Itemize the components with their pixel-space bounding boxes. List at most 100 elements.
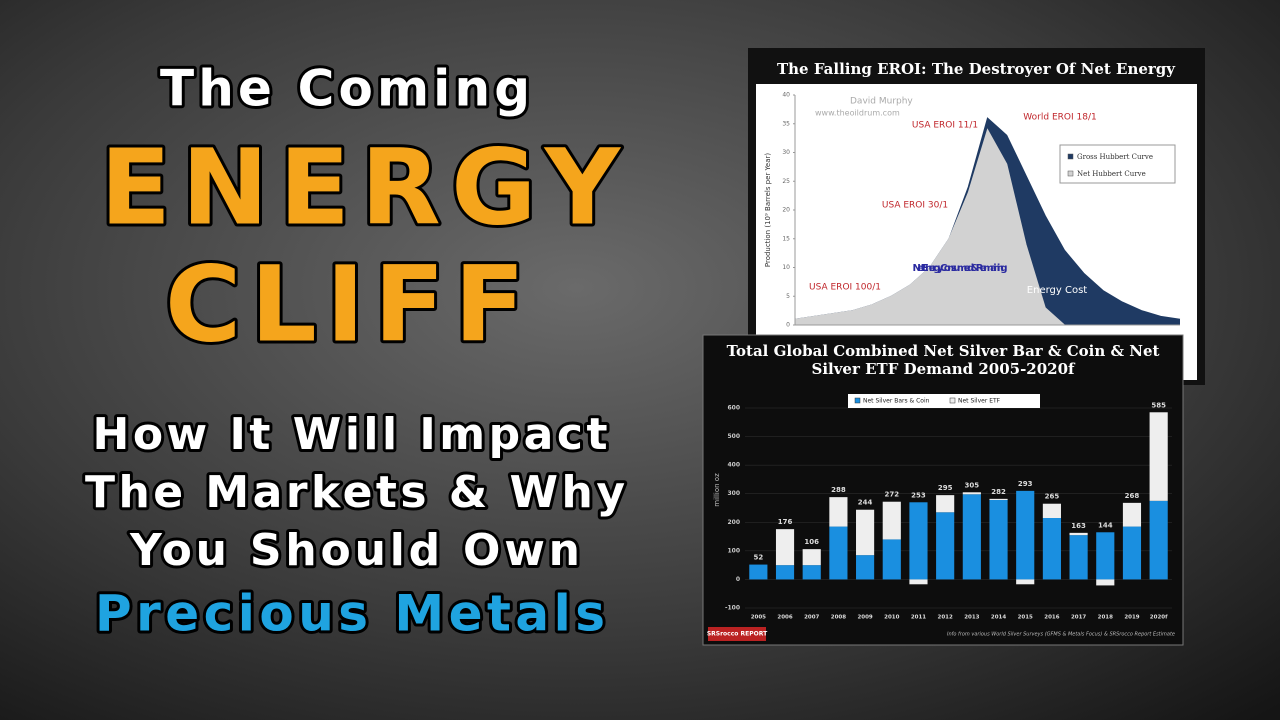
bar: [1042, 503, 1061, 518]
legend-box: [1059, 144, 1176, 184]
bar: [962, 494, 981, 580]
y-tick-label: 10: [782, 264, 790, 271]
y-tick-label: 0: [786, 322, 790, 329]
y-tick-label: 40: [782, 92, 790, 99]
data-label: 253: [911, 491, 926, 499]
annotation: David Murphy: [850, 97, 913, 107]
x-tick-label: 2019: [1124, 615, 1139, 621]
bar: [1016, 490, 1035, 580]
legend-box: [848, 394, 1040, 408]
y-tick-label: 5: [786, 293, 790, 300]
x-tick-label: 2016: [1044, 615, 1059, 621]
bar: [1122, 526, 1142, 580]
y-tick-label: 100: [727, 547, 740, 554]
bar: [936, 512, 955, 580]
data-label: 163: [1071, 522, 1086, 530]
data-label: 268: [1125, 492, 1140, 500]
bar: [1122, 502, 1142, 527]
y-axis-label: Production (10⁹ Barrels per Year): [764, 153, 772, 268]
bar: [1149, 500, 1168, 580]
data-label: 52: [753, 554, 763, 562]
x-tick-label: 2005: [751, 615, 766, 621]
data-label: 272: [884, 491, 899, 499]
bar: [829, 497, 848, 527]
x-tick-label: 2009: [857, 615, 872, 621]
logo-box: [708, 627, 766, 641]
legend-label: Net Silver Bars & Coin: [863, 398, 930, 405]
bar: [1042, 518, 1061, 580]
data-label: 288: [831, 486, 846, 494]
y-tick-label: 35: [782, 120, 790, 127]
y-tick-label: 15: [782, 235, 790, 242]
headline: The Markets & Why: [85, 467, 625, 518]
bar: [1016, 579, 1035, 585]
annotation: USA EROI 30/1: [882, 201, 948, 211]
legend-label: Net Silver ETF: [958, 398, 1001, 405]
bar: [856, 509, 875, 556]
y-tick-label: 500: [727, 433, 740, 440]
bar: [936, 495, 955, 513]
x-tick-label: 2017: [1071, 615, 1086, 621]
x-tick-label: 2008: [831, 615, 846, 621]
logo: SRSrocco REPORT: [707, 631, 768, 638]
y-tick-label: 30: [782, 149, 790, 156]
data-label: 244: [858, 499, 873, 507]
bar: [829, 526, 848, 580]
bar: [882, 539, 901, 580]
y-tick-label: 200: [727, 519, 740, 526]
annotation: USA EROI 11/1: [912, 121, 978, 131]
y-tick-label: 300: [727, 490, 740, 497]
bar: [1069, 532, 1088, 536]
annotation: Net Energy Consumed & Remaining: [913, 263, 1008, 274]
y-tick-label: 600: [727, 405, 740, 412]
bar: [989, 498, 1008, 500]
bar: [909, 579, 928, 585]
data-label: 265: [1045, 493, 1060, 501]
data-label: 144: [1098, 521, 1113, 529]
bar: [749, 564, 768, 580]
x-tick-label: 2010: [884, 615, 899, 621]
x-tick-label: 2020f: [1150, 615, 1168, 621]
data-label: 282: [991, 488, 1006, 496]
y-tick-label: 0: [736, 576, 740, 583]
bar: [856, 555, 875, 580]
legend-swatch: [1067, 170, 1074, 177]
bar: [962, 492, 981, 495]
y-tick-label: -100: [725, 605, 740, 612]
legend-label: Gross Hubbert Curve: [1077, 153, 1153, 161]
legend-swatch: [854, 397, 861, 404]
bar: [909, 502, 928, 580]
bar: [802, 565, 821, 580]
bar: [775, 529, 795, 566]
panel: [702, 334, 1184, 646]
x-tick-label: 2013: [964, 615, 979, 621]
headline: CLIFF: [165, 243, 525, 365]
annotation: USA EROI 100/1: [809, 283, 881, 293]
data-label: 585: [1151, 401, 1166, 409]
annotation: Energy Cost: [1027, 285, 1087, 296]
data-label: 176: [778, 518, 793, 526]
legend-label: Net Hubbert Curve: [1077, 170, 1146, 178]
data-label: 293: [1018, 480, 1033, 488]
chart: -100 0 100 200 300 400 500 600 52 2005 176 2006 106 2…: [725, 394, 1172, 621]
legend-swatch: [949, 397, 956, 404]
bar: [1069, 535, 1088, 580]
bar: [1149, 412, 1168, 501]
data-label: 305: [965, 481, 980, 489]
bar: [802, 549, 821, 566]
headline: How It Will Impact: [93, 409, 608, 460]
data-label: 106: [804, 538, 819, 546]
y-tick-label: 25: [782, 178, 790, 185]
x-tick-label: 2011: [911, 615, 926, 621]
headline: Precious Metals: [95, 585, 605, 643]
chart-title: The Falling EROI: The Destroyer Of Net E…: [777, 60, 1176, 78]
chart: 0 5 10 15 20 25 30 35 40 Gross Hubbert Curve Net H…: [782, 92, 1181, 329]
headline: The Coming: [160, 60, 530, 118]
headline: You Should Own: [129, 525, 580, 576]
bar: [775, 565, 795, 580]
bar: [1096, 532, 1115, 580]
y-axis-label: million oz: [713, 473, 721, 507]
annotation: www.theoildrum.com: [815, 109, 900, 118]
